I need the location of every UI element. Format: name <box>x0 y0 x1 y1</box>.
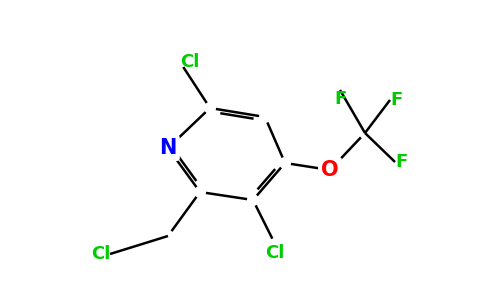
Text: F: F <box>390 91 402 109</box>
Text: O: O <box>321 160 339 180</box>
Text: Cl: Cl <box>91 245 110 263</box>
Text: O: O <box>321 160 339 180</box>
Text: N: N <box>159 138 177 158</box>
Text: Cl: Cl <box>265 244 285 262</box>
Text: N: N <box>159 138 177 158</box>
Text: F: F <box>334 90 346 108</box>
Text: F: F <box>395 153 407 171</box>
Text: Cl: Cl <box>180 53 199 71</box>
